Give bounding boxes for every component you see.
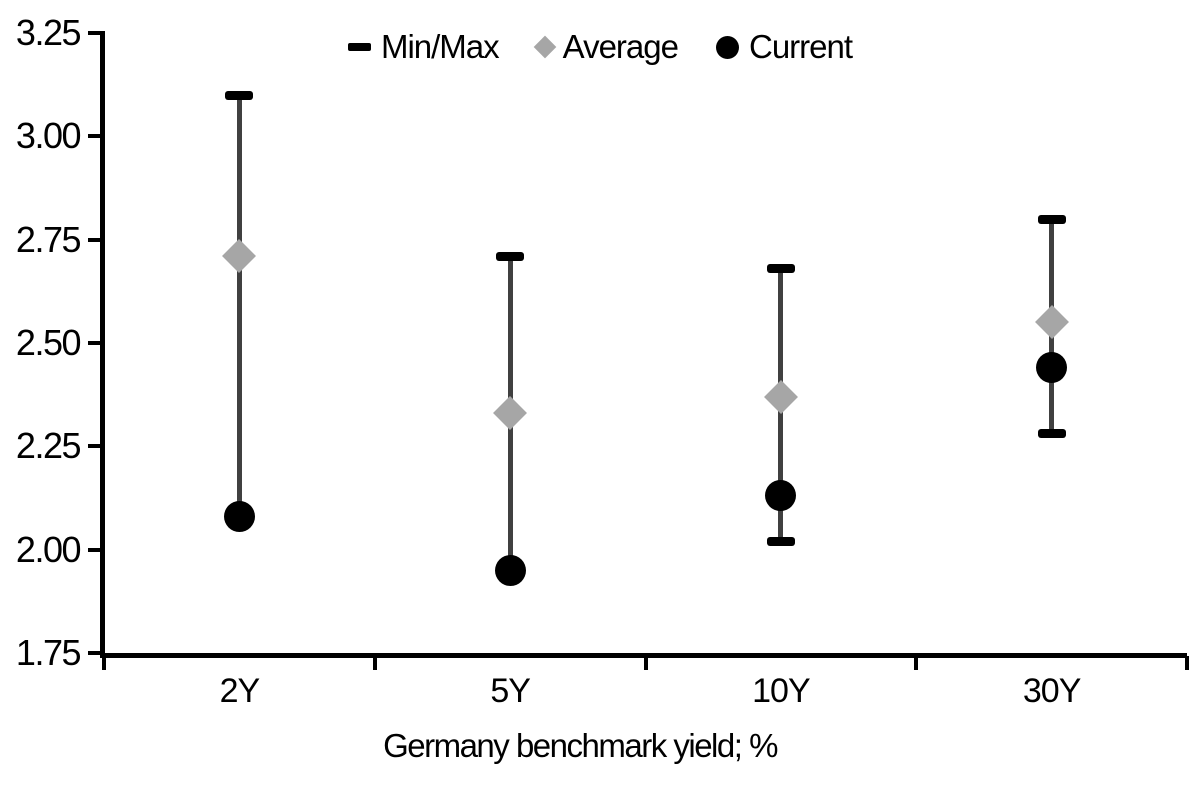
x-category-label: 2Y	[219, 672, 261, 710]
x-category-label: 5Y	[490, 672, 531, 710]
legend-label-current: Current	[748, 28, 853, 65]
max-cap	[766, 264, 795, 274]
y-tick-label: 2.50	[15, 322, 82, 363]
x-tick	[643, 656, 648, 670]
min-cap	[1037, 429, 1066, 439]
average-diamond-marker	[222, 239, 257, 274]
x-tick	[1185, 656, 1189, 670]
average-diamond-icon	[533, 35, 556, 59]
average-diamond-marker	[493, 396, 528, 431]
y-tick	[88, 134, 101, 139]
current-circle-marker	[765, 480, 797, 512]
y-tick-label: 3.00	[15, 115, 82, 157]
x-tick	[914, 656, 919, 670]
legend-label-minmax: Min/Max	[380, 28, 500, 65]
y-tick	[88, 444, 101, 449]
x-category-label: 30Y	[1022, 672, 1082, 710]
legend-item-current: Current	[715, 28, 853, 66]
legend-item-average: Average	[533, 28, 679, 66]
y-tick-label: 2.00	[15, 528, 82, 570]
minmax-dash-icon	[347, 43, 371, 51]
y-tick-label: 1.75	[15, 632, 82, 673]
y-tick-label: 3.25	[15, 12, 82, 53]
max-cap	[225, 90, 254, 100]
y-tick	[88, 31, 101, 35]
x-category-label: 10Y	[752, 672, 811, 710]
y-tick	[88, 547, 101, 552]
range-line	[236, 95, 242, 517]
min-cap	[766, 536, 795, 546]
x-tick	[372, 656, 377, 670]
max-cap	[496, 251, 525, 261]
current-circle-marker	[223, 501, 255, 533]
legend-label-average: Average	[562, 28, 679, 65]
legend-item-minmax: Min/Max	[347, 28, 500, 66]
max-cap	[1037, 214, 1066, 224]
current-circle-marker	[1036, 352, 1068, 384]
legend: Min/Max Average Current	[0, 28, 1200, 66]
average-diamond-marker	[763, 379, 798, 414]
x-tick	[102, 656, 106, 670]
y-tick	[88, 237, 101, 242]
y-tick-label: 2.25	[15, 425, 82, 467]
x-axis-line	[100, 653, 1187, 658]
current-circle-icon	[715, 35, 739, 59]
x-axis-title: Germany benchmark yield; %	[383, 727, 778, 764]
average-diamond-marker	[1034, 305, 1069, 340]
y-axis-line	[100, 31, 105, 657]
current-circle-marker	[494, 554, 526, 586]
y-tick	[88, 341, 101, 345]
y-tick	[88, 651, 101, 655]
y-tick-label: 2.75	[15, 218, 82, 260]
